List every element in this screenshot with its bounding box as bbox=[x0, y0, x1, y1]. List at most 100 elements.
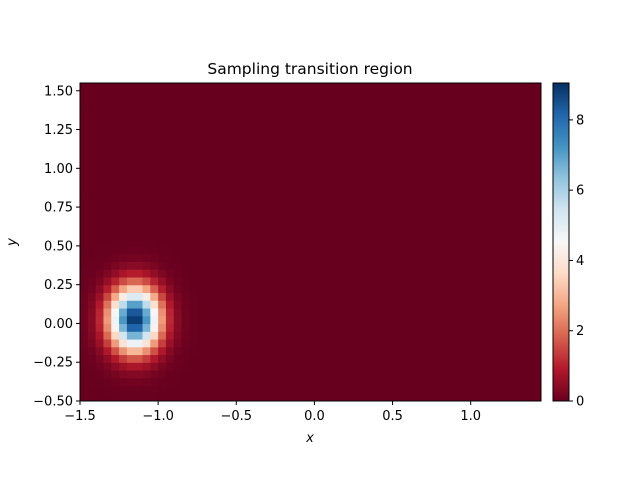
heatmap-cell bbox=[212, 83, 222, 92]
heatmap-cell bbox=[431, 253, 441, 262]
heatmap-cell bbox=[400, 369, 409, 379]
heatmap-cell bbox=[158, 214, 167, 224]
heatmap-cell bbox=[283, 145, 292, 154]
heatmap-cell bbox=[275, 160, 284, 169]
heatmap-cell bbox=[251, 222, 261, 231]
heatmap-cell bbox=[423, 183, 433, 193]
heatmap-cell bbox=[259, 369, 269, 379]
heatmap-cell bbox=[298, 307, 308, 317]
heatmap-cell bbox=[447, 83, 456, 92]
heatmap-cell bbox=[408, 385, 417, 394]
heatmap-cell bbox=[455, 362, 464, 371]
heatmap-cell bbox=[376, 238, 386, 247]
heatmap-cell bbox=[486, 121, 495, 131]
heatmap-cell bbox=[462, 98, 472, 107]
heatmap-cell bbox=[423, 137, 433, 146]
heatmap-cell bbox=[142, 346, 151, 356]
heatmap-cell bbox=[501, 137, 511, 146]
heatmap-cell bbox=[103, 253, 112, 262]
heatmap-cell bbox=[470, 137, 480, 146]
heatmap-cell bbox=[408, 176, 417, 185]
heatmap-cell bbox=[267, 354, 276, 363]
heatmap-cell bbox=[251, 114, 261, 123]
heatmap-cell bbox=[517, 114, 526, 123]
heatmap-cell bbox=[517, 253, 526, 262]
heatmap-cell bbox=[189, 269, 198, 278]
heatmap-cell bbox=[455, 354, 464, 363]
heatmap-cell bbox=[369, 191, 378, 200]
heatmap-cell bbox=[134, 245, 144, 255]
heatmap-cell bbox=[126, 354, 136, 363]
heatmap-cell bbox=[525, 338, 534, 348]
heatmap-cell bbox=[220, 369, 230, 379]
heatmap-cell bbox=[212, 369, 222, 379]
heatmap-cell bbox=[345, 300, 355, 309]
heatmap-cell bbox=[267, 276, 276, 286]
heatmap-cell bbox=[423, 354, 433, 363]
heatmap-cell bbox=[486, 176, 495, 185]
heatmap-cell bbox=[533, 331, 541, 340]
heatmap-cell bbox=[228, 307, 237, 317]
heatmap-cell bbox=[306, 199, 315, 208]
heatmap-cell bbox=[478, 191, 487, 200]
heatmap-cell bbox=[134, 362, 144, 371]
heatmap-cell bbox=[455, 90, 464, 100]
heatmap-cell bbox=[290, 114, 300, 123]
heatmap-cell bbox=[533, 121, 541, 131]
heatmap-cell bbox=[111, 121, 120, 131]
heatmap-cell bbox=[369, 98, 378, 107]
heatmap-cell bbox=[87, 121, 97, 131]
heatmap-cell bbox=[533, 338, 541, 348]
heatmap-cell bbox=[95, 152, 105, 162]
heatmap-cell bbox=[462, 346, 472, 356]
heatmap-cell bbox=[423, 98, 433, 107]
heatmap-cell bbox=[400, 98, 409, 107]
heatmap-cell bbox=[455, 307, 464, 317]
heatmap-cell bbox=[158, 230, 167, 239]
heatmap-cell bbox=[337, 214, 347, 224]
heatmap-cell bbox=[369, 385, 378, 394]
heatmap-cell bbox=[533, 106, 541, 115]
heatmap-cell bbox=[119, 292, 128, 301]
heatmap-cell bbox=[80, 230, 89, 239]
heatmap-cell bbox=[337, 377, 347, 387]
heatmap-cell bbox=[267, 98, 276, 107]
heatmap-cell bbox=[439, 207, 448, 216]
heatmap-cell bbox=[189, 393, 198, 401]
heatmap-cell bbox=[236, 253, 245, 262]
heatmap-cell bbox=[322, 230, 331, 239]
heatmap-cell bbox=[87, 338, 97, 348]
heatmap-cell bbox=[337, 369, 347, 379]
heatmap-cell bbox=[439, 393, 448, 401]
heatmap-cell bbox=[197, 261, 206, 270]
heatmap-cell bbox=[533, 315, 541, 325]
heatmap-cell bbox=[173, 385, 183, 394]
heatmap-cell bbox=[314, 230, 323, 239]
heatmap-cell bbox=[95, 90, 105, 100]
heatmap-cell bbox=[267, 300, 276, 309]
heatmap-cell bbox=[322, 393, 331, 401]
heatmap-cell bbox=[501, 152, 511, 162]
heatmap-cell bbox=[220, 331, 230, 340]
heatmap-cell bbox=[431, 261, 441, 270]
heatmap-cell bbox=[376, 114, 386, 123]
heatmap-cell bbox=[220, 114, 230, 123]
heatmap-cell bbox=[392, 160, 401, 169]
heatmap-cell bbox=[236, 307, 245, 317]
heatmap-cell bbox=[134, 121, 144, 131]
heatmap-cell bbox=[462, 354, 472, 363]
heatmap-cell bbox=[181, 98, 190, 107]
heatmap-cell bbox=[119, 191, 128, 200]
heatmap-cell bbox=[306, 168, 315, 177]
heatmap-cell bbox=[501, 338, 511, 348]
heatmap-cell bbox=[165, 83, 175, 92]
heatmap-cell bbox=[517, 83, 526, 92]
heatmap-cell bbox=[134, 276, 144, 286]
heatmap-cell bbox=[205, 83, 214, 92]
heatmap-cell bbox=[119, 214, 128, 224]
heatmap-cell bbox=[517, 300, 526, 309]
heatmap-cell bbox=[400, 160, 409, 169]
heatmap-cell bbox=[158, 106, 167, 115]
heatmap-cell bbox=[533, 137, 541, 146]
heatmap-cell bbox=[533, 98, 541, 107]
